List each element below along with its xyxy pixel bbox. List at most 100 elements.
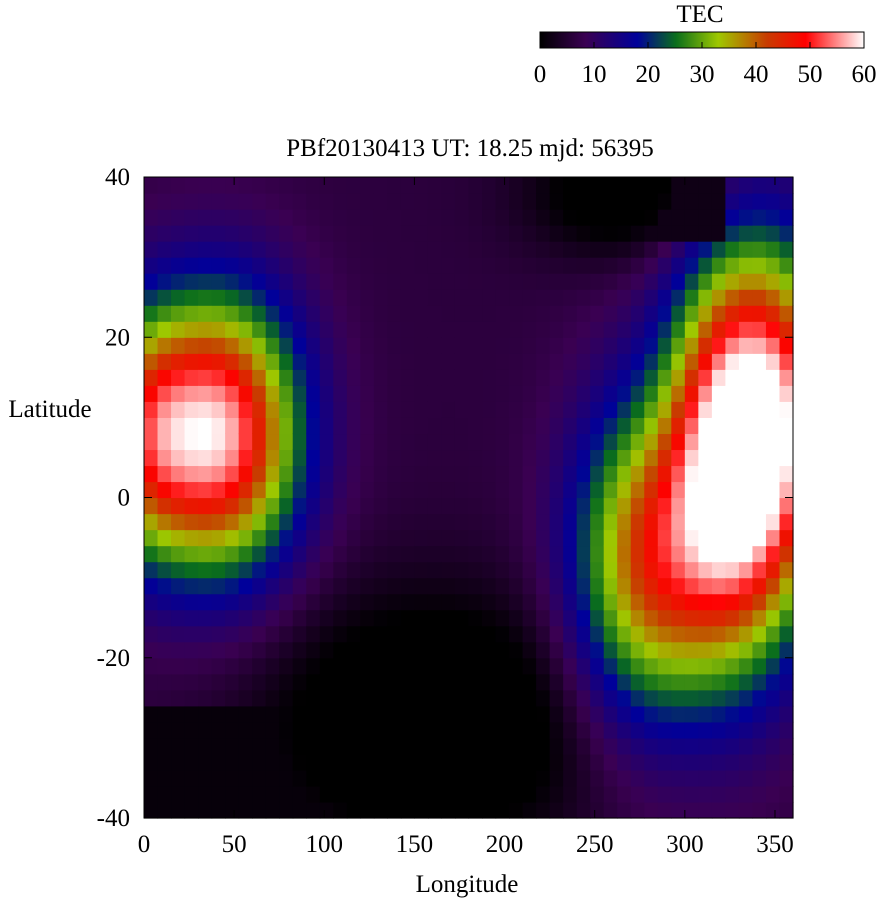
heatmap-cell: [252, 785, 267, 803]
heatmap-cell: [333, 369, 348, 386]
heatmap-cell: [387, 289, 402, 306]
heatmap-cell: [360, 289, 375, 306]
heatmap-cell: [779, 433, 794, 451]
heatmap-cell: [400, 529, 416, 547]
heatmap-cell: [630, 401, 645, 418]
heatmap-cell: [509, 401, 524, 418]
heatmap-cell: [400, 769, 416, 787]
heatmap-cell: [157, 193, 172, 210]
heatmap-cell: [238, 385, 253, 402]
heatmap-cell: [211, 609, 226, 627]
heatmap-cell: [441, 241, 456, 258]
heatmap-cell: [171, 433, 186, 451]
heatmap-cell: [630, 369, 645, 386]
heatmap-cell: [373, 641, 388, 659]
heatmap-cell: [657, 369, 672, 386]
heatmap-cell: [482, 785, 497, 803]
heatmap-cell: [144, 449, 159, 467]
heatmap-cell: [360, 673, 375, 691]
heatmap-cell: [454, 529, 470, 547]
heatmap-cell: [522, 705, 537, 723]
heatmap-cell: [454, 481, 470, 499]
heatmap-cell: [292, 481, 307, 499]
heatmap-cell: [346, 177, 361, 194]
heatmap-cell: [711, 513, 726, 531]
heatmap-cell: [306, 737, 321, 755]
heatmap-cell: [644, 369, 659, 386]
heatmap-cell: [171, 769, 186, 787]
heatmap-cell: [590, 273, 605, 290]
heatmap-cell: [509, 449, 524, 467]
heatmap-cell: [590, 289, 605, 306]
heatmap-cell: [238, 449, 253, 467]
heatmap-cell: [360, 705, 375, 723]
heatmap-cell: [509, 497, 524, 515]
heatmap-cell: [468, 753, 483, 771]
heatmap-cell: [198, 513, 213, 531]
heatmap-cell: [549, 593, 564, 611]
heatmap-cell: [738, 513, 754, 531]
heatmap-cell: [644, 545, 659, 563]
heatmap-cell: [454, 625, 470, 643]
heatmap-cell: [238, 209, 253, 226]
heatmap-cell: [779, 721, 794, 739]
heatmap-cell: [509, 769, 524, 787]
heatmap-cell: [617, 305, 632, 322]
heatmap-cell: [144, 657, 159, 675]
heatmap-cell: [765, 433, 781, 451]
heatmap-cell: [738, 657, 754, 675]
heatmap-cell: [644, 625, 659, 643]
heatmap-cell: [157, 545, 172, 563]
heatmap-cell: [157, 689, 172, 707]
heatmap-cell: [346, 753, 361, 771]
heatmap-cell: [522, 529, 537, 547]
heatmap-cell: [684, 353, 699, 370]
heatmap-cell: [576, 689, 591, 707]
heatmap-cell: [603, 225, 618, 242]
heatmap-cell: [536, 273, 551, 290]
heatmap-cell: [319, 257, 334, 274]
heatmap-cell: [644, 225, 659, 242]
heatmap-cell: [563, 513, 578, 531]
heatmap-cell: [360, 337, 375, 354]
heatmap-cell: [238, 753, 253, 771]
heatmap-cell: [279, 305, 294, 322]
heatmap-cell: [603, 657, 618, 675]
heatmap-cell: [671, 657, 686, 675]
heatmap-cell: [603, 753, 618, 771]
x-tick-label: 150: [396, 831, 434, 858]
heatmap-cell: [657, 497, 672, 515]
heatmap-cell: [671, 193, 686, 210]
heatmap-cell: [752, 481, 767, 499]
heatmap-cell: [319, 449, 334, 467]
heatmap-cell: [563, 257, 578, 274]
heatmap-cell: [657, 321, 672, 338]
heatmap-cell: [482, 209, 497, 226]
heatmap-cell: [630, 289, 645, 306]
heatmap-cell: [509, 433, 524, 451]
heatmap-cell: [441, 753, 456, 771]
heatmap-cell: [725, 593, 740, 611]
heatmap-cell: [482, 241, 497, 258]
heatmap-cell: [171, 465, 186, 483]
heatmap-cell: [752, 225, 767, 242]
heatmap-cell: [144, 513, 159, 531]
heatmap-cell: [454, 225, 470, 242]
heatmap-cell: [536, 369, 551, 386]
heatmap-cell: [265, 609, 280, 627]
heatmap-cell: [387, 305, 402, 322]
heatmap-cell: [387, 385, 402, 402]
heatmap-cell: [306, 449, 321, 467]
heatmap-cell: [454, 209, 470, 226]
heatmap-cell: [292, 209, 307, 226]
heatmap-cell: [252, 433, 267, 451]
heatmap-cell: [644, 353, 659, 370]
heatmap-cell: [346, 545, 361, 563]
heatmap-cell: [522, 625, 537, 643]
heatmap-cell: [536, 561, 551, 579]
heatmap-cell: [265, 273, 280, 290]
heatmap-cell: [414, 417, 429, 435]
heatmap-cell: [238, 785, 253, 803]
heatmap-cell: [373, 593, 388, 611]
heatmap-cell: [184, 737, 199, 755]
